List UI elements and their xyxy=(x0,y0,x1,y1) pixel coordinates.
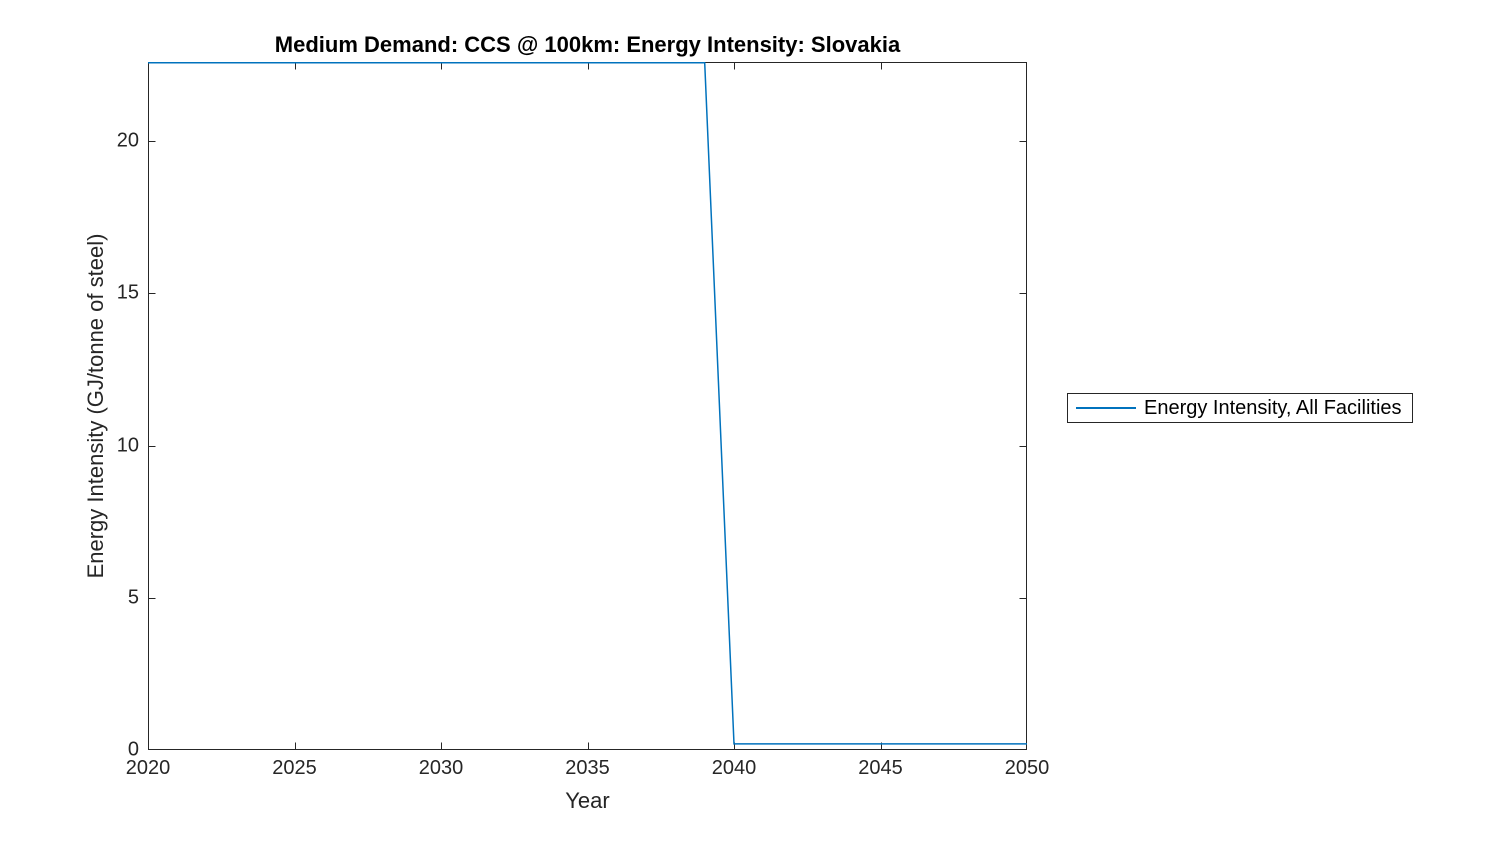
x-tick-label: 2030 xyxy=(418,757,464,779)
x-tick-label: 2020 xyxy=(125,757,171,779)
x-tick-label: 2035 xyxy=(565,757,610,779)
legend-entry-label: Energy Intensity, All Facilities xyxy=(1144,396,1402,419)
x-tick-label: 2050 xyxy=(1004,757,1050,779)
y-tick-label: 15 xyxy=(116,281,139,304)
chart-title: Medium Demand: CCS @ 100km: Energy Inten… xyxy=(274,32,901,57)
y-tick-label: 20 xyxy=(116,129,139,152)
legend: Energy Intensity, All Facilities xyxy=(1067,393,1413,423)
plot-box xyxy=(148,62,1027,750)
plot-area xyxy=(148,62,1027,750)
legend-line-sample xyxy=(1076,407,1136,409)
x-tick-label: 2040 xyxy=(711,757,757,779)
series-line xyxy=(148,62,1027,745)
y-tick-label: 10 xyxy=(116,434,139,457)
x-axis-label: Year xyxy=(565,788,610,813)
x-tick-label: 2025 xyxy=(272,757,317,779)
y-axis-label: Energy Intensity (GJ/tonne of steel) xyxy=(83,233,108,579)
x-tick-label: 2045 xyxy=(858,757,903,779)
y-tick-label: 5 xyxy=(127,586,139,609)
y-tick-label: 0 xyxy=(127,738,139,761)
